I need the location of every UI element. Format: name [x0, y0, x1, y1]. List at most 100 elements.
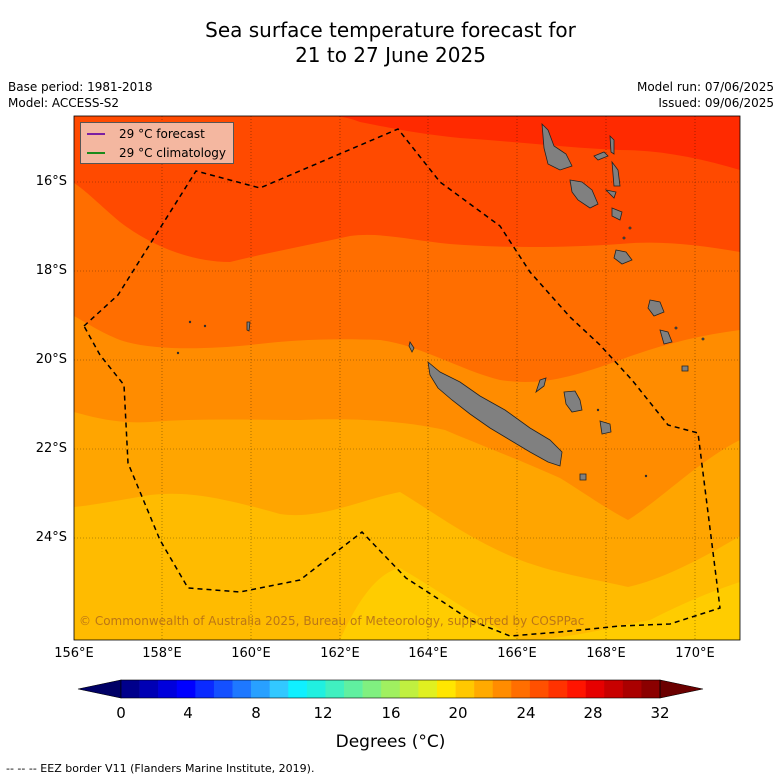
colorbar-segment	[121, 680, 140, 698]
colorbar-segment	[529, 680, 549, 698]
legend-climatology: 29 °C climatology	[87, 145, 226, 161]
islet	[628, 226, 632, 230]
colorbar-segment	[158, 680, 178, 698]
lon-label-168e: 168°E	[586, 646, 626, 661]
chesterfield-reef	[246, 321, 251, 332]
loyalty-island-lifou	[563, 390, 583, 413]
colorbar-segment	[492, 680, 512, 698]
islet	[622, 236, 626, 240]
islet	[701, 337, 705, 341]
cbar-tick: 8	[251, 704, 261, 722]
colorbar-over-arrow	[659, 679, 704, 699]
sst-field	[74, 116, 740, 640]
vanuatu-maewo	[609, 134, 615, 155]
lat-label-16s: 16°S	[35, 174, 67, 189]
meta-right: Model run: 07/06/2025 Issued: 09/06/2025	[637, 79, 774, 111]
colorbar-segment	[269, 680, 289, 698]
vanuatu-pentecost	[611, 160, 621, 187]
lat-label-20s: 20°S	[35, 352, 67, 367]
colorbar-segment	[251, 680, 270, 698]
vanuatu-ambae	[593, 151, 609, 161]
islet	[674, 326, 678, 330]
vanuatu-malekula	[569, 179, 599, 209]
colorbar-under-arrow	[77, 679, 122, 699]
belep-islands	[408, 341, 415, 353]
colorbar-segment	[381, 680, 401, 698]
model-run: Model run: 07/06/2025	[636, 80, 774, 94]
islet	[176, 351, 180, 355]
vanuatu-efate	[613, 249, 633, 265]
legend-forecast-label: 29 °C forecast	[119, 127, 205, 141]
chart-title: Sea surface temperature forecast for 21 …	[0, 18, 781, 68]
colorbar-segment	[604, 680, 624, 698]
colorbar-segment	[195, 680, 215, 698]
cbar-tick: 0	[116, 704, 126, 722]
lon-label-158e: 158°E	[142, 646, 182, 661]
colorbar-segment	[362, 680, 382, 698]
vanuatu-tanna	[659, 329, 673, 345]
colorbar-segment	[213, 680, 233, 698]
loyalty-island-mare	[599, 420, 612, 435]
vanuatu-ambrym	[604, 189, 617, 199]
islet	[596, 408, 600, 412]
colorbar-segment	[455, 680, 475, 698]
colorbar-segment	[436, 680, 456, 698]
cbar-tick: 28	[583, 704, 603, 722]
colorbar-segment	[232, 680, 252, 698]
map-frame	[73, 115, 741, 641]
landmasses	[176, 122, 705, 481]
vanuatu-espiritu-santo	[541, 122, 573, 171]
colorbar-segment	[306, 680, 326, 698]
graticule	[74, 116, 740, 640]
colorbar-segment	[288, 680, 308, 698]
islet	[203, 324, 207, 328]
band-29c	[74, 116, 740, 170]
colorbar-segment	[418, 680, 438, 698]
issued-date: Issued: 09/06/2025	[658, 96, 774, 110]
cbar-tick: 20	[448, 704, 468, 722]
legend-forecast: 29 °C forecast	[87, 126, 205, 142]
colorbar-segment	[567, 680, 586, 698]
colorbar-segment	[622, 680, 642, 698]
lat-label-18s: 18°S	[35, 263, 67, 278]
meta-left: Base period: 1981-2018 Model: ACCESS-S2	[8, 79, 153, 111]
legend-climatology-label: 29 °C climatology	[119, 146, 227, 160]
colorbar	[77, 679, 704, 699]
vanuatu-epi	[611, 207, 623, 221]
legend-climatology-swatch	[87, 152, 105, 154]
colorbar-segment	[399, 680, 419, 698]
colorbar-segment	[585, 680, 605, 698]
colorbar-segment	[344, 680, 363, 698]
vanuatu-aneityum	[681, 365, 689, 372]
cbar-tick: 12	[313, 704, 333, 722]
legend-forecast-swatch	[87, 133, 105, 135]
vanuatu-erromango	[647, 299, 665, 317]
lon-label-170e: 170°E	[675, 646, 715, 661]
new-caledonia-island	[427, 361, 563, 467]
colorbar-frame	[120, 679, 661, 699]
footer-eez-note: -- -- -- EEZ border V11 (Flanders Marine…	[6, 762, 315, 775]
lon-label-160e: 160°E	[231, 646, 271, 661]
title-line-2: 21 to 27 June 2025	[295, 43, 486, 67]
islet	[644, 474, 648, 478]
loyalty-island-ouvea	[535, 377, 547, 394]
model-name: Model: ACCESS-S2	[8, 96, 120, 110]
cbar-tick: 32	[650, 704, 670, 722]
map-legend: 29 °C forecast 29 °C climatology	[80, 122, 234, 164]
colorbar-segment	[474, 680, 494, 698]
colorbar-segment	[176, 680, 196, 698]
title-line-1: Sea surface temperature forecast for	[205, 18, 576, 42]
lon-label-164e: 164°E	[408, 646, 448, 661]
copyright-notice: © Commonwealth of Australia 2025, Bureau…	[79, 614, 585, 628]
colorbar-segment	[139, 680, 159, 698]
lat-label-22s: 22°S	[35, 441, 67, 456]
isle-of-pines	[579, 473, 587, 481]
islet	[188, 320, 192, 324]
lon-label-162e: 162°E	[320, 646, 360, 661]
colorbar-segment	[325, 680, 345, 698]
colorbar-segment	[641, 680, 661, 698]
cbar-tick: 4	[183, 704, 193, 722]
lon-label-166e: 166°E	[497, 646, 537, 661]
band-28c	[74, 116, 740, 262]
